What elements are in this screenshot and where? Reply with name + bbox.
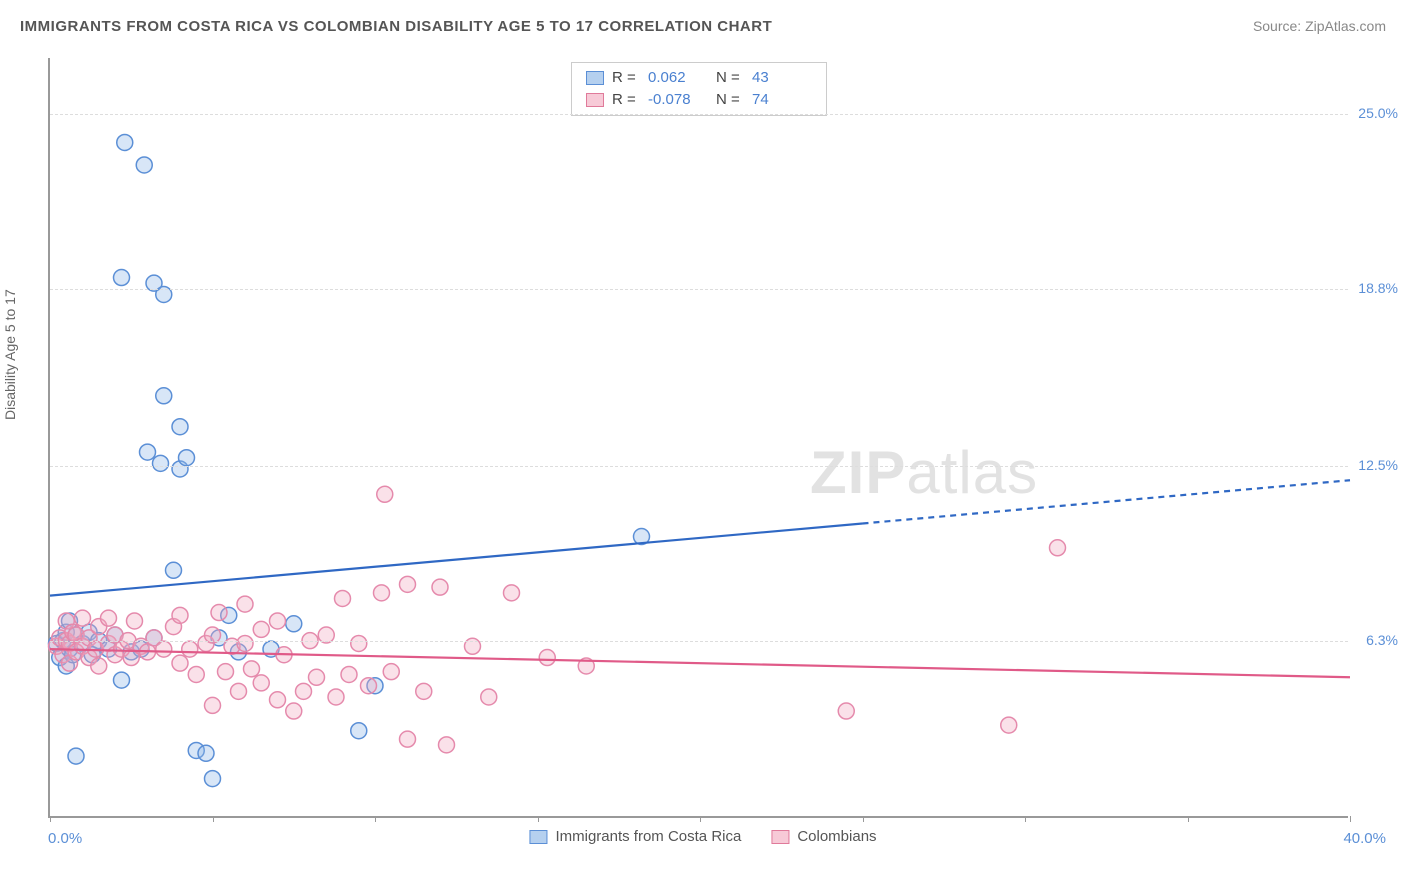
x-tick: [538, 816, 539, 822]
data-point-colombians: [400, 576, 416, 592]
data-point-colombians: [218, 664, 234, 680]
data-point-colombians: [270, 692, 286, 708]
data-point-costa_rica: [114, 672, 130, 688]
data-point-costa_rica: [117, 134, 133, 150]
x-tick: [50, 816, 51, 822]
data-point-colombians: [351, 635, 367, 651]
data-point-colombians: [172, 607, 188, 623]
data-point-costa_rica: [153, 455, 169, 471]
data-point-colombians: [504, 585, 520, 601]
data-point-colombians: [1050, 540, 1066, 556]
y-tick-label: 25.0%: [1353, 105, 1398, 121]
data-point-colombians: [416, 683, 432, 699]
source-link[interactable]: ZipAtlas.com: [1305, 18, 1386, 34]
scatter-svg: [50, 58, 1348, 816]
data-point-colombians: [374, 585, 390, 601]
data-point-costa_rica: [136, 157, 152, 173]
y-tick-label: 12.5%: [1353, 457, 1398, 473]
x-axis-max-label: 40.0%: [1343, 830, 1386, 847]
data-point-colombians: [341, 666, 357, 682]
gridline: [50, 641, 1348, 642]
trend-line-costa_rica: [50, 524, 863, 596]
data-point-costa_rica: [286, 616, 302, 632]
data-point-colombians: [253, 675, 269, 691]
data-point-colombians: [1001, 717, 1017, 733]
x-tick: [213, 816, 214, 822]
data-point-colombians: [361, 678, 377, 694]
data-point-colombians: [286, 703, 302, 719]
data-point-colombians: [188, 666, 204, 682]
source-attribution: Source: ZipAtlas.com: [1253, 18, 1386, 34]
data-point-colombians: [237, 635, 253, 651]
source-label: Source:: [1253, 18, 1301, 34]
data-point-colombians: [237, 596, 253, 612]
data-point-costa_rica: [166, 562, 182, 578]
data-point-colombians: [270, 613, 286, 629]
data-point-colombians: [91, 658, 107, 674]
x-tick: [375, 816, 376, 822]
legend-item-colombians: Colombians: [771, 828, 876, 845]
legend-item-costa-rica: Immigrants from Costa Rica: [529, 828, 741, 845]
data-point-colombians: [205, 697, 221, 713]
legend-label-costa-rica: Immigrants from Costa Rica: [555, 828, 741, 845]
x-tick: [1350, 816, 1351, 822]
chart-title: IMMIGRANTS FROM COSTA RICA VS COLOMBIAN …: [20, 18, 772, 35]
data-point-colombians: [127, 613, 143, 629]
legend-series: Immigrants from Costa Rica Colombians: [529, 828, 876, 845]
data-point-colombians: [309, 669, 325, 685]
data-point-colombians: [539, 650, 555, 666]
data-point-colombians: [253, 621, 269, 637]
data-point-colombians: [244, 661, 260, 677]
data-point-colombians: [75, 610, 91, 626]
x-axis-min-label: 0.0%: [48, 830, 82, 847]
data-point-costa_rica: [205, 771, 221, 787]
data-point-costa_rica: [114, 270, 130, 286]
data-point-colombians: [182, 641, 198, 657]
plot-area: ZIPatlas R = 0.062 N = 43 R = -0.078 N =…: [48, 58, 1348, 818]
gridline: [50, 289, 1348, 290]
swatch-blue-icon: [529, 830, 547, 844]
x-tick: [863, 816, 864, 822]
data-point-colombians: [383, 664, 399, 680]
data-point-colombians: [328, 689, 344, 705]
data-point-colombians: [296, 683, 312, 699]
gridline: [50, 466, 1348, 467]
x-tick: [700, 816, 701, 822]
data-point-colombians: [231, 683, 247, 699]
data-point-colombians: [211, 605, 227, 621]
data-point-colombians: [156, 641, 172, 657]
gridline: [50, 114, 1348, 115]
data-point-costa_rica: [140, 444, 156, 460]
data-point-costa_rica: [172, 419, 188, 435]
data-point-colombians: [432, 579, 448, 595]
data-point-colombians: [400, 731, 416, 747]
data-point-colombians: [838, 703, 854, 719]
y-tick-label: 18.8%: [1353, 280, 1398, 296]
trend-line-ext-costa_rica: [863, 480, 1351, 523]
data-point-costa_rica: [351, 723, 367, 739]
data-point-costa_rica: [68, 748, 84, 764]
swatch-pink-icon: [771, 830, 789, 844]
y-tick-label: 6.3%: [1353, 632, 1398, 648]
y-axis-label: Disability Age 5 to 17: [2, 289, 18, 420]
data-point-costa_rica: [156, 388, 172, 404]
data-point-colombians: [439, 737, 455, 753]
data-point-costa_rica: [179, 450, 195, 466]
data-point-colombians: [481, 689, 497, 705]
x-tick: [1188, 816, 1189, 822]
data-point-colombians: [101, 610, 117, 626]
data-point-colombians: [377, 486, 393, 502]
data-point-colombians: [172, 655, 188, 671]
data-point-colombians: [335, 590, 351, 606]
x-tick: [1025, 816, 1026, 822]
data-point-costa_rica: [198, 745, 214, 761]
legend-label-colombians: Colombians: [797, 828, 876, 845]
